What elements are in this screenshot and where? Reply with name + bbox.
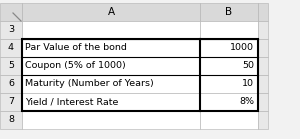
Bar bbox=[22, 75, 200, 93]
Bar bbox=[22, 93, 200, 111]
Bar bbox=[0, 3, 22, 21]
Bar bbox=[0, 21, 22, 39]
Text: 4: 4 bbox=[8, 44, 14, 53]
Text: 3: 3 bbox=[8, 25, 14, 34]
Bar bbox=[200, 21, 258, 39]
Bar bbox=[258, 93, 268, 111]
Bar bbox=[200, 93, 258, 111]
Bar bbox=[258, 21, 268, 39]
Bar bbox=[200, 57, 258, 75]
Bar bbox=[0, 57, 22, 75]
Bar bbox=[200, 111, 258, 129]
Text: 8: 8 bbox=[8, 116, 14, 125]
Bar bbox=[22, 3, 200, 21]
Bar bbox=[258, 3, 268, 21]
Bar bbox=[22, 57, 200, 75]
Bar bbox=[0, 75, 22, 93]
Text: 6: 6 bbox=[8, 80, 14, 89]
Text: 7: 7 bbox=[8, 97, 14, 106]
Text: 5: 5 bbox=[8, 61, 14, 70]
Bar bbox=[0, 39, 22, 57]
Bar bbox=[258, 39, 268, 57]
Text: 1000: 1000 bbox=[230, 44, 254, 53]
Text: Coupon (5% of 1000): Coupon (5% of 1000) bbox=[25, 61, 126, 70]
Bar bbox=[258, 111, 268, 129]
Bar bbox=[22, 111, 200, 129]
Bar bbox=[258, 57, 268, 75]
Bar bbox=[0, 93, 22, 111]
Text: Maturity (Number of Years): Maturity (Number of Years) bbox=[25, 80, 154, 89]
Bar bbox=[200, 75, 258, 93]
Text: Yield / Interest Rate: Yield / Interest Rate bbox=[25, 97, 118, 106]
Bar bbox=[22, 39, 258, 111]
Bar bbox=[200, 3, 258, 21]
Text: B: B bbox=[225, 7, 233, 17]
Bar bbox=[22, 39, 200, 57]
Bar bbox=[22, 21, 200, 39]
Bar bbox=[258, 75, 268, 93]
Text: 50: 50 bbox=[242, 61, 254, 70]
Text: Par Value of the bond: Par Value of the bond bbox=[25, 44, 127, 53]
Text: 10: 10 bbox=[242, 80, 254, 89]
Bar bbox=[200, 39, 258, 57]
Text: A: A bbox=[107, 7, 115, 17]
Bar bbox=[0, 111, 22, 129]
Text: 8%: 8% bbox=[239, 97, 254, 106]
